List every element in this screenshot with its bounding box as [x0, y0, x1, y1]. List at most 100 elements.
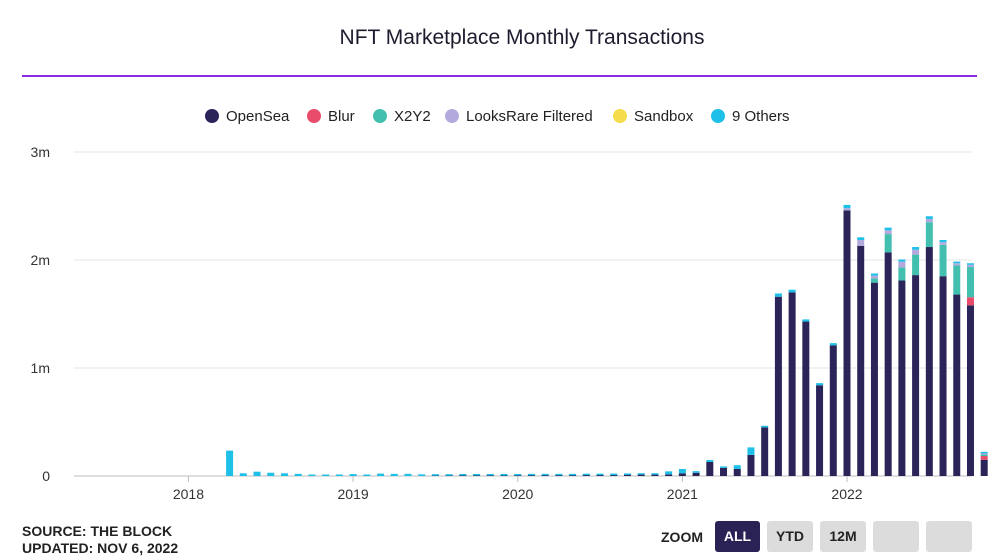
- bar-segment: [527, 473, 535, 476]
- bar-segment: [898, 280, 906, 476]
- bar-segment: [665, 471, 673, 475]
- bar-segment: [966, 297, 974, 306]
- bar-segment: [555, 473, 563, 476]
- bar-segment: [308, 474, 316, 476]
- bar-segment: [802, 319, 810, 322]
- legend-swatch: [307, 109, 321, 123]
- bar-segment: [541, 473, 549, 476]
- bar-segment: [966, 305, 974, 476]
- bar-segment: [582, 473, 590, 476]
- bar-segment: [925, 216, 933, 219]
- bar-segment: [226, 450, 234, 476]
- legend-label: 9 Others: [732, 108, 790, 125]
- bar-segment: [514, 473, 522, 476]
- bar-segment: [939, 244, 947, 277]
- bar-segment: [816, 385, 824, 476]
- bar-segment: [294, 473, 302, 476]
- legend: OpenSea Blur X2Y2 LooksRare Filtered Sandbox…: [205, 108, 790, 125]
- bar-segment: [939, 276, 947, 476]
- y-tick-label: 1m: [31, 360, 50, 376]
- bar-segment: [253, 471, 261, 476]
- x-tick-label: 2021: [667, 486, 698, 502]
- legend-item[interactable]: 9 Others: [711, 108, 790, 125]
- bar-segment: [486, 473, 494, 476]
- legend-label: OpenSea: [226, 108, 290, 125]
- bar-segment: [637, 473, 645, 475]
- bar-segment: [829, 343, 837, 346]
- zoom-extra-button-1[interactable]: [873, 521, 919, 552]
- bar-segment: [774, 293, 782, 297]
- bar-segment: [939, 242, 947, 245]
- legend-item[interactable]: LooksRare Filtered: [445, 108, 593, 125]
- bar-segment: [582, 474, 590, 476]
- legend-label: Blur: [328, 108, 355, 125]
- legend-item[interactable]: X2Y2: [373, 108, 431, 125]
- bar-segment: [349, 474, 357, 476]
- x-tick-label: 2018: [173, 486, 204, 502]
- bar-segment: [843, 204, 851, 209]
- bar-segment: [623, 474, 631, 476]
- bar-segment: [980, 459, 988, 476]
- bar-segment: [925, 222, 933, 248]
- bar-segment: [980, 451, 988, 454]
- bar-segment: [925, 247, 933, 476]
- bar-segment: [596, 474, 604, 476]
- bar-segment: [788, 292, 796, 476]
- bar-segment: [843, 208, 851, 211]
- bar-segment: [829, 345, 837, 476]
- bar-segment: [925, 218, 933, 223]
- chart-title: NFT Marketplace Monthly Transactions: [339, 26, 705, 49]
- bar-segment: [912, 249, 920, 255]
- legend-label: LooksRare Filtered: [466, 108, 593, 125]
- y-tick-label: 0: [42, 468, 50, 484]
- bar-segment: [500, 473, 508, 476]
- bar-segment: [623, 473, 631, 475]
- bar-segment: [884, 230, 892, 235]
- legend-swatch: [373, 109, 387, 123]
- bar-segment: [720, 466, 728, 468]
- bar-segment: [802, 321, 810, 476]
- bar-segment: [884, 234, 892, 253]
- legend-label: Sandbox: [634, 108, 694, 125]
- bar-segment: [733, 468, 741, 476]
- zoom-ytd-button[interactable]: YTD: [767, 521, 813, 552]
- bar-segment: [884, 252, 892, 476]
- bar-segment: [692, 472, 700, 476]
- x-axis: 2018 2019 2020 2021 2022: [173, 476, 863, 502]
- bar-segment: [870, 273, 878, 276]
- bar-segment: [953, 261, 961, 264]
- bar-segment: [816, 383, 824, 386]
- bar-segment: [898, 267, 906, 281]
- bar-segment: [857, 245, 865, 476]
- title-divider: [22, 75, 977, 77]
- zoom-12m-button[interactable]: 12M: [820, 521, 866, 552]
- legend-swatch: [711, 109, 725, 123]
- bar-segment: [870, 278, 878, 283]
- bar-segment: [280, 473, 288, 476]
- legend-label: X2Y2: [394, 108, 431, 125]
- bar-segment: [404, 473, 412, 476]
- bar-segment: [980, 454, 988, 457]
- legend-item[interactable]: OpenSea: [205, 108, 290, 125]
- bar-segment: [953, 294, 961, 476]
- legend-swatch: [205, 109, 219, 123]
- bar-segment: [390, 473, 398, 476]
- y-tick-label: 2m: [31, 252, 50, 268]
- bar-segment: [870, 275, 878, 279]
- legend-item[interactable]: Sandbox: [613, 108, 694, 125]
- bar-segment: [569, 473, 577, 476]
- chart-area: OpenSea Blur X2Y2 LooksRare Filtered Sandbox…: [31, 108, 988, 502]
- gridlines: [74, 151, 972, 477]
- bar-segment: [610, 473, 618, 476]
- zoom-all-button[interactable]: ALL: [715, 521, 760, 552]
- bar-segment: [912, 254, 920, 276]
- bar-segment: [953, 265, 961, 295]
- bar-segment: [637, 474, 645, 476]
- bar-segment: [747, 447, 755, 455]
- bar-segment: [774, 296, 782, 476]
- zoom-extra-button-2[interactable]: [926, 521, 972, 552]
- bar-segment: [678, 473, 686, 476]
- legend-item[interactable]: Blur: [307, 108, 355, 125]
- bar-segment: [418, 474, 426, 476]
- bar-segment: [939, 240, 947, 243]
